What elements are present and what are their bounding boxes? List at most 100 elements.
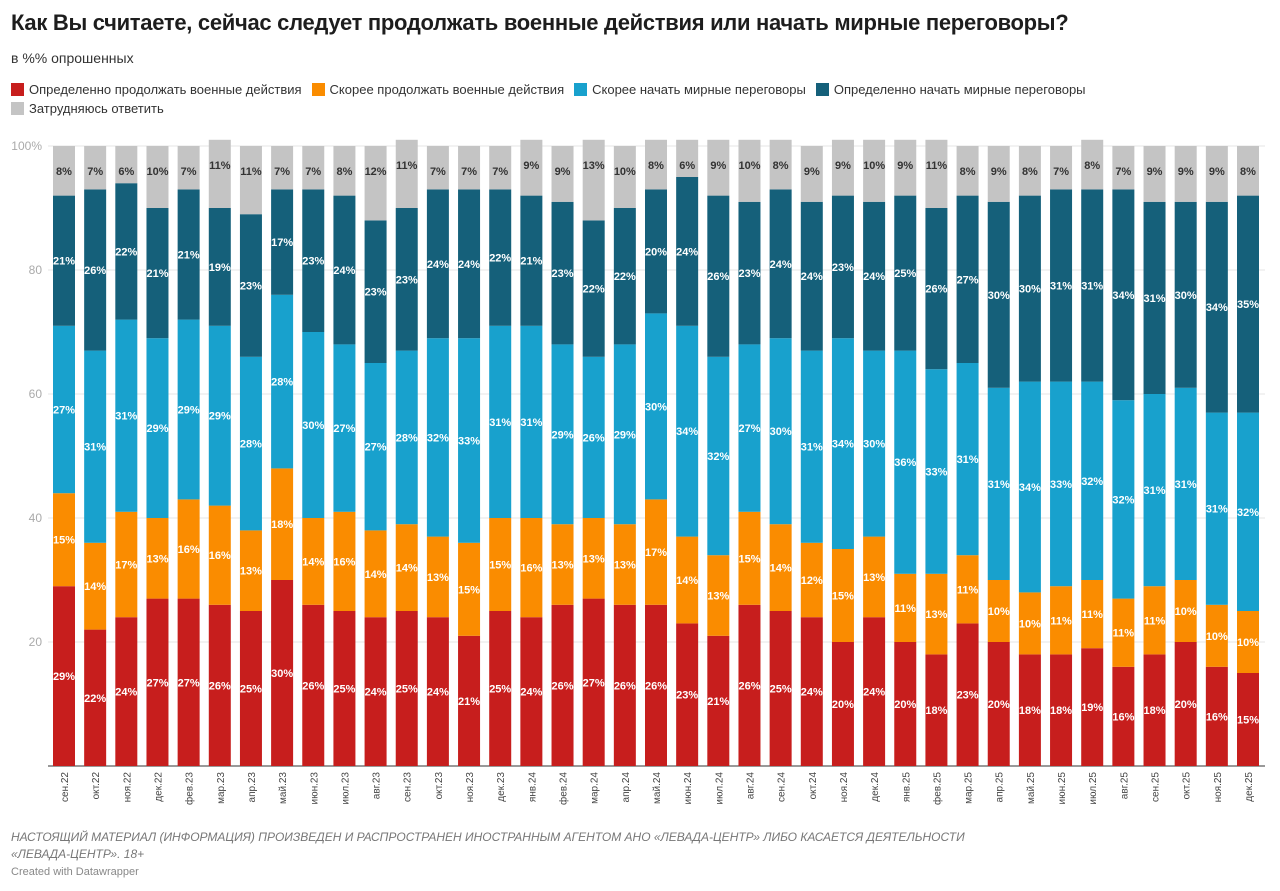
legend-item: Затрудняюсь ответить [11,99,164,118]
data-label: 31% [988,479,1010,491]
bar-segment [1143,654,1166,766]
bar-segment [582,518,605,599]
bar-segment [115,319,138,512]
x-tick-label: авг.25 [1119,772,1130,800]
bar-segment [800,542,823,618]
bar-segment [333,195,356,345]
data-label: 32% [1081,476,1103,488]
bar-segment [395,350,418,525]
data-label: 30% [863,439,885,451]
chart-subtitle: в %% опрошенных [11,50,134,66]
legend-item: Скорее начать мирные переговоры [574,80,806,99]
data-label: 27% [957,274,979,286]
bar-segment [489,611,512,766]
data-label: 17% [115,560,137,572]
data-label: 27% [53,405,75,417]
bar-segment [987,146,1010,202]
bar-segment [271,189,294,295]
x-tick-label: апр.25 [995,772,1006,803]
data-label: 22% [84,693,106,705]
bar-segment [364,220,387,363]
data-label: 15% [1237,715,1259,727]
data-label: 14% [676,575,698,587]
bar-segment [115,617,138,766]
bar-segment [551,146,574,202]
data-label: 23% [365,287,387,299]
data-label: 24% [863,271,885,283]
data-label: 32% [707,451,729,463]
bar-segment [738,604,761,766]
data-label: 22% [614,271,636,283]
bar-segment [208,325,231,506]
bar-segment [84,542,107,630]
bar-segment [395,524,418,611]
data-label: 34% [1206,302,1228,314]
data-label: 34% [1112,290,1134,302]
data-label: 19% [1081,702,1103,714]
bar-segment [925,139,948,208]
bar-segment [1205,412,1228,605]
data-label: 29% [614,429,636,441]
bar-segment [863,536,886,618]
bar-segment [115,511,138,618]
bar-segment [925,573,948,655]
bar-segment [987,642,1010,766]
data-label: 11% [895,603,917,615]
bar-segment [676,623,699,766]
bar-segment [987,201,1010,388]
legend-label: Скорее начать мирные переговоры [592,82,806,97]
bar-segment [676,139,699,177]
bar-segment [1143,146,1166,202]
bar-segment [1081,189,1104,382]
data-label: 29% [552,429,574,441]
bar-segment [426,146,449,190]
data-label: 29% [146,423,168,435]
bar-segment [84,189,107,351]
x-tick-label: сен.22 [60,772,71,802]
bar-segment [956,623,979,766]
bar-segment [1018,195,1041,382]
bar-segment [551,344,574,525]
data-label: 34% [676,426,698,438]
legend-label: Определенно продолжать военные действия [29,82,302,97]
bar-segment [426,189,449,339]
bar-segment [239,530,262,611]
data-label: 8% [1022,166,1038,178]
bar-segment [302,146,325,190]
chart-title: Как Вы считаете, сейчас следует продолжа… [11,10,1069,35]
data-label: 26% [209,680,231,692]
data-label: 26% [552,680,574,692]
bar-segment [1112,189,1135,401]
data-label: 24% [427,687,449,699]
bar-segment [613,208,636,345]
bar-segment [956,555,979,624]
data-label: 13% [146,553,168,565]
data-label: 23% [832,262,854,274]
data-label: 7% [430,166,446,178]
x-tick-label: янв.25 [901,772,912,803]
bar-segment [831,642,854,766]
bar-segment [800,146,823,202]
bar-segment [551,524,574,605]
data-label: 15% [832,591,854,603]
data-label: 14% [770,563,792,575]
disclaimer-line-2: «ЛЕВАДА-ЦЕНТР». 18+ [11,847,145,861]
data-label: 23% [676,690,698,702]
bar-segment [1018,654,1041,766]
data-label: 14% [84,581,106,593]
data-label: 28% [396,432,418,444]
bar-segment [800,350,823,543]
bar-segment [520,617,543,766]
bar-segment [364,363,387,531]
data-label: 9% [523,160,539,172]
bar-segment [613,604,636,766]
bar-segment [707,195,730,357]
bar-segment [738,344,761,512]
bar-segment [1205,604,1228,667]
legend-label: Затрудняюсь ответить [29,101,164,116]
datawrapper-credit[interactable]: Created with Datawrapper [11,866,139,878]
bar-segment [177,319,200,500]
bar-segment [333,344,356,512]
data-label: 31% [1206,504,1228,516]
bar-segment [738,201,761,345]
